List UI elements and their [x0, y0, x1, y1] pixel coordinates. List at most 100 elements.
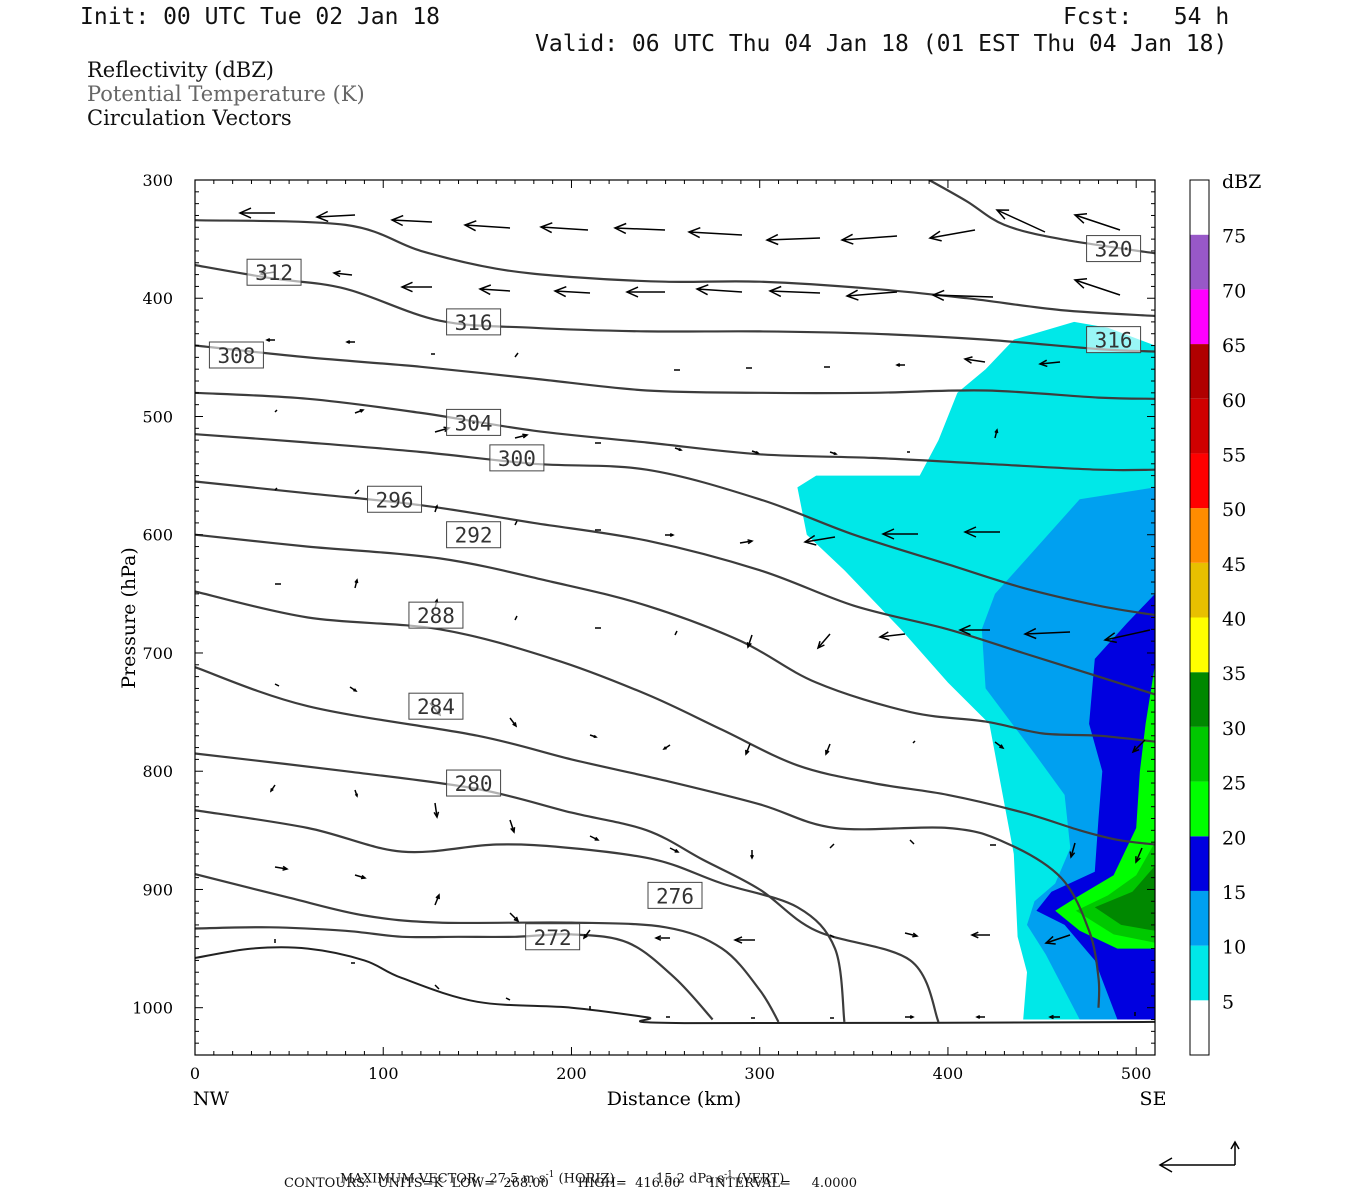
max-vector-label: MAXIMUM VECTOR:: [340, 1171, 482, 1187]
theta-contour-276: [195, 873, 780, 1023]
colorbar-swatch: [1190, 890, 1209, 946]
contour-label-280: 280: [446, 769, 502, 797]
colorbar-swatch: [1190, 617, 1209, 673]
colorbar-swatch: [1190, 398, 1209, 454]
svg-text:304: 304: [455, 411, 493, 435]
colorbar-swatch: [1190, 672, 1209, 727]
colorbar-swatch: [1190, 508, 1209, 563]
reflectivity-region-5: [797, 321, 1155, 1020]
y-tick-label: 800: [142, 762, 173, 781]
forecast-hour: Fcst: 54 h: [1063, 4, 1230, 30]
reference-vector-icon: [1158, 1140, 1240, 1173]
svg-text:272: 272: [534, 926, 572, 950]
contour-label-300: 300: [489, 444, 545, 472]
colorbar-level-label: 40: [1222, 609, 1246, 631]
svg-text:276: 276: [656, 884, 694, 908]
x-tick-label: 500: [1121, 1064, 1152, 1083]
theta-contour-316: [195, 219, 1155, 318]
contour-label-296: 296: [367, 485, 423, 513]
x-tick-label: 0: [190, 1064, 200, 1083]
max-vector-horiz: 27.5 m s: [489, 1171, 546, 1187]
colorbar-level-label: 30: [1222, 718, 1246, 740]
contour-label-284: 284: [408, 692, 464, 720]
theta-contour-316: [195, 264, 1155, 353]
theta-contour-312: [195, 344, 1155, 400]
contour-label-316: 316: [446, 308, 502, 336]
colorbar-level-label: 60: [1222, 390, 1246, 412]
colorbar-swatch: [1190, 453, 1209, 509]
max-vector-vert: 15.2 dPa s: [655, 1171, 725, 1187]
contour-label-320: 320: [1086, 235, 1142, 263]
colorbar-level-label: 45: [1222, 554, 1246, 576]
colorbar-swatch: [1190, 234, 1209, 290]
colorbar-level-label: 20: [1222, 827, 1246, 849]
max-vector-horiz-exp: -1: [545, 1170, 555, 1180]
y-tick-label: 900: [142, 880, 173, 899]
field-reflectivity-label: Reflectivity (dBZ): [87, 58, 275, 82]
y-tick-label: 1000: [132, 999, 173, 1018]
contour-label-304: 304: [446, 408, 502, 436]
svg-text:300: 300: [498, 447, 536, 471]
colorbar-swatch: [1190, 180, 1209, 235]
colorbar-level-label: 75: [1222, 226, 1246, 248]
theta-contour-288: [195, 666, 1101, 1008]
colorbar-level-label: 5: [1222, 991, 1234, 1013]
circulation-vectors: [238, 207, 1151, 1020]
theta-contour-304: [195, 433, 1155, 617]
svg-text:316: 316: [455, 311, 493, 335]
colorbar-level-label: 25: [1222, 773, 1246, 795]
colorbar-swatch: [1190, 562, 1209, 618]
reflectivity-region-30: [1094, 865, 1155, 931]
contour-label-316: 316: [1086, 326, 1142, 354]
colorbar-level-label: 10: [1222, 937, 1246, 959]
colorbar-swatch: [1190, 344, 1209, 399]
svg-text:308: 308: [217, 344, 255, 368]
max-vector-horiz-unit: (HORIZ): [558, 1171, 615, 1187]
contour-label-312: 312: [246, 258, 302, 286]
colorbar-swatch: [1190, 289, 1209, 345]
theta-contour-308: [195, 391, 1155, 472]
reflectivity-region-20: [1055, 664, 1155, 949]
x-tick-label: 100: [368, 1064, 399, 1083]
contour-label-292: 292: [446, 521, 502, 549]
y-axis-label: Pressure (hPa): [118, 547, 140, 689]
theta-contour-296: [195, 533, 1155, 743]
theta-contour-284: [195, 752, 940, 1023]
colorbar-swatch: [1190, 1000, 1209, 1055]
contour-info: CONTOURS: UNITS=K LOW= 268.00 HIGH= 416.…: [284, 1176, 858, 1191]
colorbar-level-label: 15: [1222, 882, 1246, 904]
y-tick-label: 700: [142, 644, 173, 663]
max-vector-line: MAXIMUM VECTOR: 27.5 m s-1 (HORIZ) 15.2 …: [340, 1158, 785, 1187]
y-tick-label: 300: [142, 171, 173, 190]
field-theta-label: Potential Temperature (K): [87, 82, 365, 106]
init-time: Init: 00 UTC Tue 02 Jan 18: [80, 4, 441, 30]
colorbar-swatch: [1190, 726, 1209, 782]
contour-label-272: 272: [525, 923, 581, 951]
reflectivity-fill: [797, 321, 1155, 1020]
colorbar-title: dBZ: [1222, 171, 1261, 193]
x-tick-label: 300: [744, 1064, 775, 1083]
svg-text:312: 312: [255, 261, 293, 285]
x-end-label-se: SE: [1140, 1088, 1167, 1110]
colorbar-level-label: 65: [1222, 335, 1246, 357]
max-vector-vert-exp: -1: [724, 1170, 733, 1180]
x-tick-label: 400: [933, 1064, 964, 1083]
y-tick-label: 600: [142, 526, 173, 545]
contour-label-276: 276: [647, 881, 703, 909]
colorbar-swatch: [1190, 945, 1209, 1001]
y-tick-label: 500: [142, 407, 173, 426]
colorbar-level-label: 50: [1222, 499, 1246, 521]
svg-text:292: 292: [455, 524, 493, 548]
x-end-label-nw: NW: [193, 1088, 230, 1110]
svg-text:284: 284: [417, 695, 455, 719]
colorbar-swatch: [1190, 781, 1209, 837]
max-vector-vert-unit: (VERT): [737, 1171, 785, 1187]
contour-label-288: 288: [408, 601, 464, 629]
field-vectors-label: Circulation Vectors: [87, 106, 292, 130]
svg-text:288: 288: [417, 604, 455, 628]
x-tick-label: 200: [556, 1064, 587, 1083]
colorbar: 5 10 15 20 25 30 35 40 45 50 55 60 65 70 75 dBZ: [1189, 171, 1261, 1056]
svg-text:296: 296: [376, 488, 414, 512]
